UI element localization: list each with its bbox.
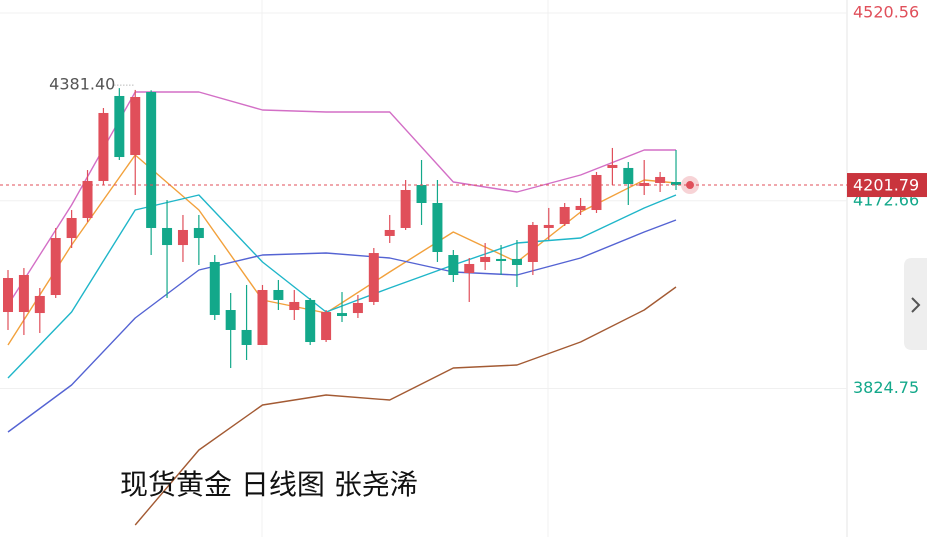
candle-body xyxy=(177,229,188,246)
candle-body xyxy=(305,299,316,343)
candle-body xyxy=(50,238,61,296)
candle-body xyxy=(639,182,650,186)
last-price-dot xyxy=(686,181,695,190)
candle-body xyxy=(130,97,141,156)
candle-body xyxy=(18,274,29,313)
indicator-line xyxy=(134,286,677,526)
candle-body xyxy=(432,202,443,252)
candle-body xyxy=(114,95,125,158)
chevron[interactable] xyxy=(911,297,921,313)
last-price-badge xyxy=(847,173,927,198)
candle-body xyxy=(146,91,157,228)
candle-body xyxy=(225,310,236,330)
candle-body xyxy=(591,174,602,211)
tab-bg[interactable] xyxy=(904,258,927,350)
candle-body xyxy=(655,176,666,183)
candle-body xyxy=(448,255,459,275)
candle-body xyxy=(400,189,411,228)
indicator-line xyxy=(7,219,677,433)
candle-body xyxy=(289,301,300,311)
candle-body xyxy=(241,329,252,345)
candle-body xyxy=(671,182,682,186)
candle-body xyxy=(273,289,284,300)
candle-body xyxy=(193,227,204,239)
candle-body xyxy=(607,164,618,168)
candle-body xyxy=(352,302,363,314)
caption: 现货黄金 日线图 张尧浠 xyxy=(120,468,418,501)
candle-body xyxy=(511,258,522,266)
candle-body xyxy=(34,295,45,314)
y-tick-label: 3824.75 xyxy=(853,378,919,397)
y-tick-label: 4520.56 xyxy=(853,3,919,22)
candle-body xyxy=(209,261,220,315)
high-label: 4381.40 xyxy=(49,75,115,94)
candle-body xyxy=(337,313,348,317)
candle-body xyxy=(368,253,379,302)
candle-body xyxy=(66,218,77,239)
candle-body xyxy=(527,224,538,262)
indicator-line xyxy=(7,154,677,346)
candles xyxy=(3,88,682,369)
candle-body xyxy=(416,185,427,203)
candle-body xyxy=(162,227,173,246)
candle-body xyxy=(496,258,507,262)
candle-body xyxy=(575,205,586,211)
candle-body xyxy=(98,112,109,181)
candle-body xyxy=(464,263,475,273)
candle-body xyxy=(559,206,570,224)
candle-body xyxy=(623,167,634,185)
indicator-line xyxy=(7,91,676,306)
candle-body xyxy=(543,224,554,228)
candle-body xyxy=(384,229,395,236)
side-tab[interactable] xyxy=(904,258,927,350)
candle-body xyxy=(480,256,491,262)
candle-body xyxy=(3,278,13,313)
candle-body xyxy=(257,289,268,345)
candle-body xyxy=(82,180,93,219)
last-price-label: 4201.79 xyxy=(853,176,919,195)
candle-body xyxy=(321,312,332,341)
